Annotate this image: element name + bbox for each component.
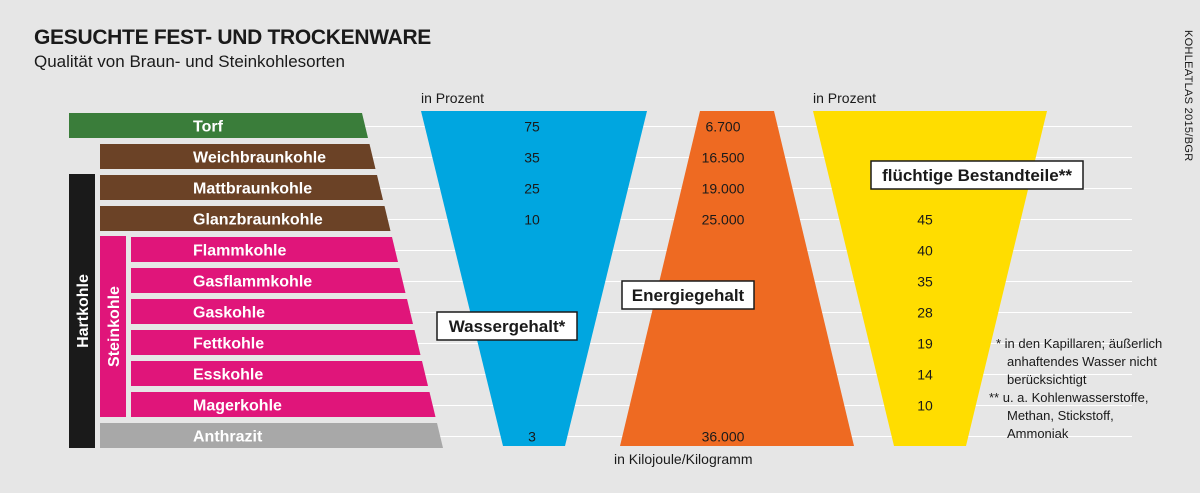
- category-bar: [131, 299, 413, 324]
- category-label: Gasflammkohle: [193, 274, 312, 291]
- category-bar: [69, 113, 368, 138]
- energiegehalt-value: 19.000: [702, 181, 745, 197]
- category-bar: [131, 392, 436, 417]
- wassergehalt-value: 75: [524, 119, 540, 135]
- fluechtige-value: 14: [917, 367, 933, 383]
- fluechtige-value: 40: [917, 243, 933, 259]
- category-bar: [100, 423, 443, 448]
- page-title: GESUCHTE FEST- UND TROCKENWARE: [34, 26, 432, 49]
- category-label: Anthrazit: [193, 429, 263, 446]
- footnote-line: berücksichtigt: [1007, 372, 1087, 387]
- footnote-line: ** u. a. Kohlenwasserstoffe,: [989, 390, 1148, 405]
- category-bar: [131, 268, 406, 293]
- category-bar: [131, 330, 421, 355]
- page-subtitle: Qualität von Braun- und Steinkohlesorten: [34, 52, 345, 71]
- category-bar: [100, 144, 376, 169]
- wassergehalt-box: [436, 311, 578, 341]
- category-label: Flammkohle: [193, 243, 286, 260]
- source-credit: KOHLEATLAS 2015/BGR: [1182, 30, 1194, 162]
- footnote-line: anhaftendes Wasser nicht: [1007, 354, 1157, 369]
- footnote-line: Ammoniak: [1007, 426, 1069, 441]
- fluechtige-value: 28: [917, 305, 933, 321]
- energiegehalt-box: [621, 280, 755, 310]
- footnote-line: Methan, Stickstoff,: [1007, 408, 1114, 423]
- category-bar: [100, 206, 391, 231]
- wassergehalt-value: 35: [524, 150, 540, 166]
- fluechtige-value: 19: [917, 336, 933, 352]
- category-label: Fettkohle: [193, 336, 264, 353]
- fluechtige-value: 10: [917, 398, 933, 414]
- category-bar: [131, 237, 398, 262]
- steinkohle-label: Steinkohle: [106, 286, 123, 367]
- energiegehalt-value: 6.700: [705, 119, 740, 135]
- category-label: Glanzbraunkohle: [193, 212, 323, 229]
- fluechtige-value: 45: [917, 212, 933, 228]
- category-label: Magerkohle: [193, 398, 282, 415]
- energiegehalt-value: 36.000: [702, 429, 745, 445]
- category-bar: [100, 175, 383, 200]
- energiegehalt-funnel: [620, 111, 854, 446]
- wassergehalt-value: 10: [524, 212, 540, 228]
- fluechtige-unit-label: in Prozent: [813, 90, 876, 106]
- hartkohle-bracket: [69, 174, 95, 448]
- category-label: Torf: [193, 119, 224, 136]
- steinkohle-bracket: [100, 236, 126, 417]
- energiegehalt-unit-label: in Kilojoule/Kilogramm: [614, 451, 753, 467]
- fluechtige-funnel: [813, 111, 1047, 446]
- category-label: Esskohle: [193, 367, 263, 384]
- wassergehalt-unit-label: in Prozent: [421, 90, 484, 106]
- category-label: Gaskohle: [193, 305, 265, 322]
- hartkohle-label: Hartkohle: [75, 274, 92, 348]
- wassergehalt-value: 25: [524, 181, 540, 197]
- wassergehalt-funnel: [421, 111, 647, 446]
- wassergehalt-name: Wassergehalt*: [449, 317, 566, 336]
- category-label: Weichbraunkohle: [193, 150, 326, 167]
- fluechtige-box: [870, 160, 1084, 190]
- fluechtige-name: flüchtige Bestandteile**: [882, 166, 1072, 185]
- wassergehalt-value: 3: [528, 429, 536, 445]
- footnote-line: * in den Kapillaren; äußerlich: [996, 336, 1162, 351]
- energiegehalt-value: 16.500: [702, 150, 745, 166]
- fluechtige-value: 35: [917, 274, 933, 290]
- energiegehalt-value: 25.000: [702, 212, 745, 228]
- category-bar: [131, 361, 428, 386]
- category-label: Mattbraunkohle: [193, 181, 312, 198]
- energiegehalt-name: Energiegehalt: [632, 286, 745, 305]
